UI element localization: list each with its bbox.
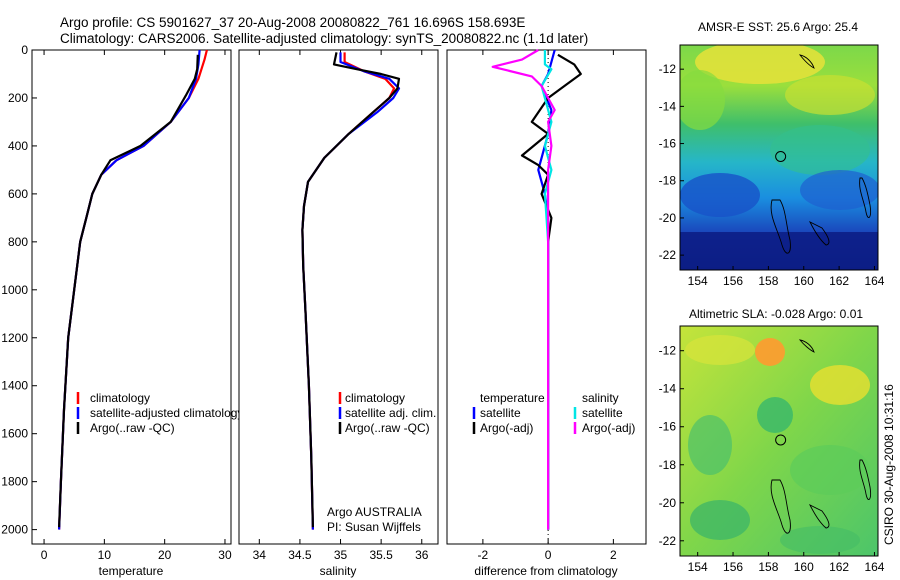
salinity-x-axis: 34 34.5 35 35.5 36: [253, 50, 429, 562]
salinity-axes-frame: [238, 49, 439, 545]
argo-program-label: Argo AUSTRALIA: [327, 505, 422, 519]
legend-satellite: satellite adj. clim.: [345, 406, 436, 420]
difference-series: [491, 49, 582, 530]
x-tick-label: 10: [98, 548, 112, 562]
y-tick-label: -16: [659, 137, 677, 151]
y-tick-label: 1800: [1, 475, 28, 489]
y-tick-label: 1200: [1, 331, 28, 345]
y-tick-label: 0: [21, 43, 28, 57]
legend-salinity-title: salinity: [582, 391, 619, 405]
sla-heatmap: [680, 326, 878, 556]
x-tick-label: 164: [864, 274, 884, 288]
y-tick-label: -20: [659, 496, 677, 510]
y-tick-label: -12: [659, 62, 677, 76]
figure-title-line2: Climatology: CARS2006. Satellite-adjuste…: [60, 31, 588, 46]
x-tick-label: 158: [758, 560, 778, 574]
x-tick-label: -2: [478, 548, 489, 562]
y-tick-label: -18: [659, 458, 677, 472]
argo-position-marker: [775, 434, 787, 446]
sla-map-frame: [679, 325, 879, 557]
x-tick-label: 164: [864, 560, 884, 574]
x-tick-label: 160: [794, 560, 814, 574]
y-tick-label: 200: [8, 91, 28, 105]
x-tick-label: 36: [415, 548, 429, 562]
sla-map-axes: 154 156 158 160 162 164 -12 -14 -16 -18 -20 -22: [659, 344, 885, 574]
difference-x-axis: -2 0 2: [478, 50, 617, 562]
legend-temperature-title: temperature: [480, 391, 545, 405]
x-tick-label: 154: [688, 560, 708, 574]
legend-satellite: satellite-adjusted climatology: [90, 406, 243, 420]
temperature-x-axis: 0 10 20 30: [41, 50, 232, 562]
y-tick-label: 1000: [1, 283, 28, 297]
x-tick-label: 2: [610, 548, 617, 562]
x-tick-label: 156: [723, 274, 743, 288]
legend-argo: Argo(..raw -QC): [90, 421, 175, 435]
sst-map-title: AMSR-E SST: 25.6 Argo: 25.4: [698, 20, 858, 34]
y-tick-label: -12: [659, 344, 677, 358]
legend-temp-satellite: satellite: [480, 406, 521, 420]
argo-pi-label: PI: Susan Wijffels: [327, 520, 421, 534]
difference-xlabel: difference from climatology: [474, 564, 617, 578]
depth-axis: 0 200 400 600 800 1000 1200 1400 1600 1800 2000: [1, 43, 37, 537]
legend-sal-satellite: satellite: [582, 406, 623, 420]
temperature-panel: 0 200 400 600 800 1000 1200 1400 1600 1800 2000 0 1…: [1, 43, 243, 578]
salinity-panel: 34 34.5 35 35.5 36 salinity climatology sate…: [238, 49, 439, 578]
series-line-salinity-argo-adj-: [491, 49, 556, 530]
x-tick-label: 162: [829, 560, 849, 574]
x-tick-label: 35: [334, 548, 348, 562]
sst-map-axes: 154 156 158 160 162 164 -12 -14 -16 -18 -20 -22: [659, 62, 885, 288]
timestamp-label: CSIRO 30-Aug-2008 10:31:16: [882, 384, 896, 545]
x-tick-label: 35.5: [369, 548, 393, 562]
y-tick-label: 400: [8, 139, 28, 153]
sla-map-title: Altimetric SLA: -0.028 Argo: 0.01: [689, 307, 863, 321]
y-tick-label: -22: [659, 534, 677, 548]
x-tick-label: 154: [688, 274, 708, 288]
y-tick-label: -14: [659, 99, 677, 113]
x-tick-label: 162: [829, 274, 849, 288]
y-tick-label: -18: [659, 174, 677, 188]
figure-title-line1: Argo profile: CS 5901627_37 20-Aug-2008 …: [60, 15, 525, 30]
x-tick-label: 0: [41, 548, 48, 562]
sla-map-panel: Altimetric SLA: -0.028 Argo: 0.01 154 156…: [659, 307, 885, 574]
y-tick-label: -20: [659, 211, 677, 225]
salinity-xlabel: salinity: [320, 564, 357, 578]
temperature-axes-frame: [31, 49, 232, 545]
x-tick-label: 30: [218, 548, 232, 562]
legend-climatology: climatology: [90, 391, 150, 405]
temperature-series: [58, 49, 208, 530]
y-tick-label: 800: [8, 235, 28, 249]
y-tick-label: 1400: [1, 379, 28, 393]
sst-map-frame: [679, 44, 879, 271]
legend-temp-argo: Argo(-adj): [480, 421, 533, 435]
y-tick-label: -14: [659, 382, 677, 396]
difference-axes-frame: [446, 49, 647, 545]
temperature-xlabel: temperature: [99, 564, 164, 578]
legend-argo: Argo(..raw -QC): [345, 421, 430, 435]
temperature-legend: climatology satellite-adjusted climatolo…: [76, 391, 243, 435]
y-tick-label: -16: [659, 420, 677, 434]
legend-sal-argo: Argo(-adj): [582, 421, 635, 435]
x-tick-label: 20: [158, 548, 172, 562]
y-tick-label: 600: [8, 187, 28, 201]
y-tick-label: -22: [659, 248, 677, 262]
legend-climatology: climatology: [345, 391, 405, 405]
y-tick-label: 1600: [1, 427, 28, 441]
difference-legend: temperature satellite Argo(-adj) salinit…: [472, 391, 635, 435]
series-line-argo-raw-qc-: [58, 54, 199, 528]
sst-heatmap: [680, 45, 878, 270]
difference-panel: -2 0 2 difference from climatology tempera…: [446, 49, 647, 578]
x-tick-label: 160: [794, 274, 814, 288]
argo-position-marker: [775, 150, 787, 162]
sst-map-panel: AMSR-E SST: 25.6 Argo: 25.4 154 156 158 160…: [659, 20, 885, 288]
series-line-argo-raw-qc-: [301, 52, 401, 528]
x-tick-label: 0: [545, 548, 552, 562]
x-tick-label: 156: [723, 560, 743, 574]
x-tick-label: 34.5: [288, 548, 312, 562]
salinity-legend: climatology satellite adj. clim. Argo(..…: [338, 391, 436, 435]
x-tick-label: 34: [253, 548, 267, 562]
y-tick-label: 2000: [1, 523, 28, 537]
x-tick-label: 158: [758, 274, 778, 288]
salinity-series: [301, 52, 401, 530]
